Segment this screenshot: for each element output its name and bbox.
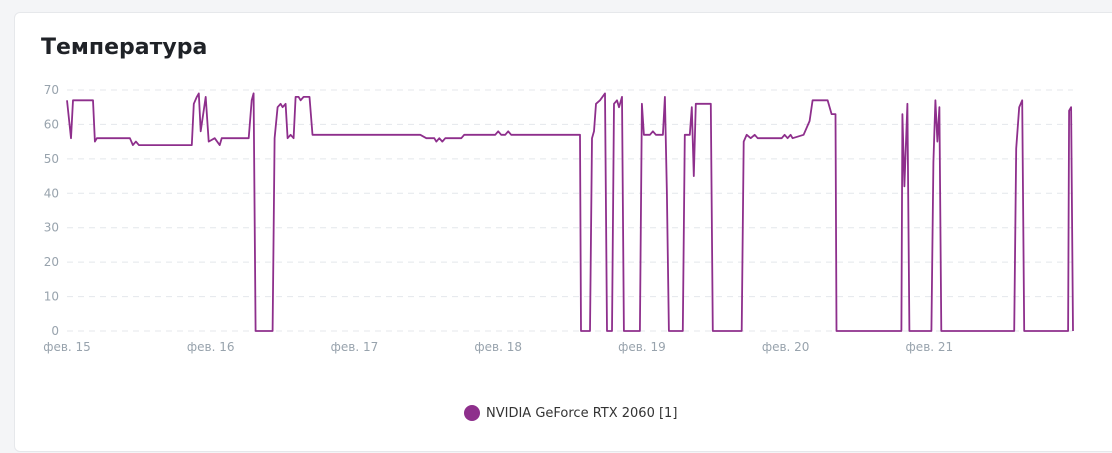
y-tick-label: 70 xyxy=(44,83,59,97)
legend-label: NVIDIA GeForce RTX 2060 [1] xyxy=(486,405,678,421)
temperature-card: Температура 0 10 20 30 40 50 60 70 фев. 15 фев. … xyxy=(14,12,1112,452)
x-axis: фев. 15 фев. 16 фев. 17 фев. 18 фев. 19 фев. … xyxy=(43,340,953,354)
x-tick-label: фев. 19 xyxy=(618,340,666,354)
series-line-0 xyxy=(66,92,1074,332)
series-layer xyxy=(66,92,1074,332)
x-tick-label: фев. 15 xyxy=(43,340,91,354)
x-tick-label: фев. 21 xyxy=(906,340,954,354)
x-tick-label: фев. 17 xyxy=(331,340,379,354)
legend-item[interactable]: NVIDIA GeForce RTX 2060 [1] xyxy=(464,405,677,421)
x-tick-label: фев. 16 xyxy=(187,340,235,354)
y-axis: 0 10 20 30 40 50 60 70 xyxy=(44,83,59,338)
y-tick-label: 60 xyxy=(44,117,59,131)
y-tick-label: 50 xyxy=(44,152,59,166)
grid-lines xyxy=(67,89,1073,332)
y-tick-label: 10 xyxy=(44,290,59,304)
x-tick-label: фев. 18 xyxy=(474,340,522,354)
x-tick-label: фев. 20 xyxy=(762,340,810,354)
chart-title: Температура xyxy=(41,35,208,60)
y-tick-label: 30 xyxy=(44,221,59,235)
y-tick-label: 0 xyxy=(51,324,59,338)
y-tick-label: 20 xyxy=(44,255,59,269)
y-tick-label: 40 xyxy=(44,186,59,200)
legend-swatch-icon xyxy=(464,405,480,421)
